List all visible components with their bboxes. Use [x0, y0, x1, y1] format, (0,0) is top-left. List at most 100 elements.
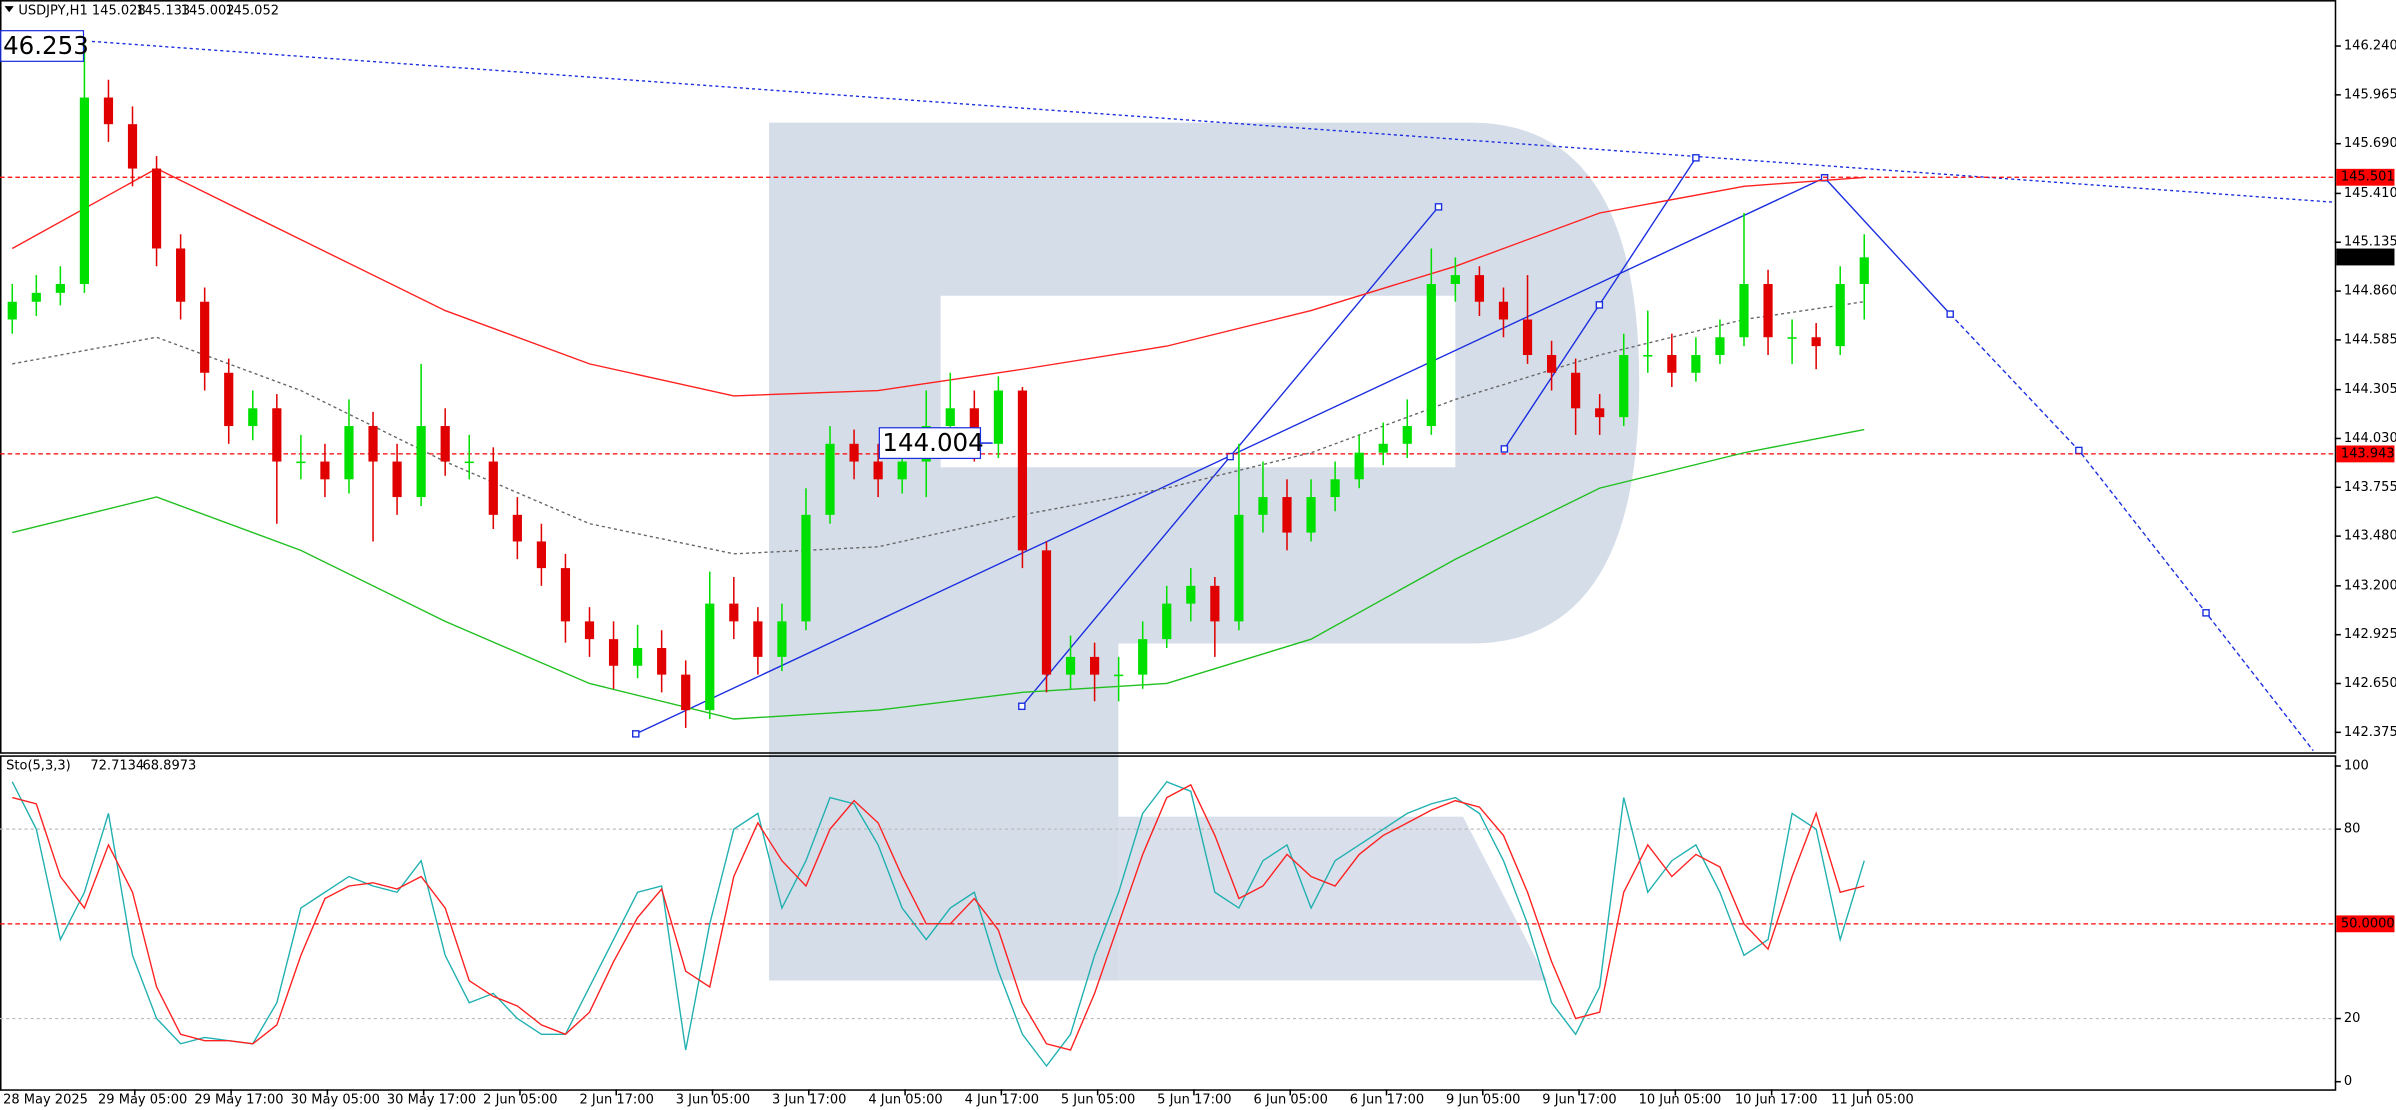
- x-tick-label: 11 Jun 05:00: [1831, 1092, 1914, 1107]
- y-tick-label: 144.030: [2344, 431, 2396, 446]
- candle-body: [1354, 452, 1364, 480]
- annotation-label: 46.253: [3, 31, 89, 60]
- candle-body: [512, 514, 522, 542]
- candle-body: [79, 97, 90, 284]
- candle-body: [464, 461, 474, 464]
- candle-body: [1715, 337, 1725, 356]
- candle-body: [1739, 283, 1749, 338]
- candle-body: [1017, 390, 1028, 551]
- candle-body: [320, 461, 330, 480]
- y-tick-label: 144.860: [2344, 284, 2396, 299]
- stoch-y-tick-label: 0: [2344, 1074, 2352, 1089]
- candle-body: [969, 408, 979, 444]
- annotation-label: 144.004: [882, 428, 983, 457]
- candle-body: [584, 621, 595, 640]
- x-tick-label: 3 Jun 05:00: [676, 1092, 750, 1107]
- moving-average: [12, 428, 1865, 720]
- candle-body: [801, 514, 811, 622]
- main-panel-frame: [0, 0, 2337, 754]
- x-tick-label: 6 Jun 05:00: [1253, 1092, 1327, 1107]
- x-tick-label: 3 Jun 17:00: [772, 1092, 846, 1107]
- candle-body: [608, 639, 619, 666]
- candle-body: [488, 461, 498, 515]
- level-label: 145.501: [2341, 170, 2395, 185]
- candle-body: [1378, 443, 1388, 453]
- candle-body: [1787, 337, 1797, 339]
- annotation-box: [878, 427, 982, 460]
- level-label-box: [2336, 168, 2395, 186]
- y-tick-label: 145.135: [2344, 235, 2396, 250]
- candle-body: [777, 621, 787, 657]
- candle-body: [1114, 674, 1124, 677]
- candle-body: [1450, 275, 1460, 284]
- candle-body: [897, 461, 907, 480]
- candle-body: [1667, 355, 1677, 373]
- level-label: 143.943: [2341, 446, 2395, 461]
- candle-body: [1859, 257, 1869, 284]
- candle-body: [1186, 585, 1196, 604]
- quote-value: 145.133: [136, 3, 190, 18]
- x-tick-label: 10 Jun 05:00: [1639, 1092, 1722, 1107]
- candle-body: [705, 603, 715, 711]
- stoch-reading: 68.8973: [142, 759, 196, 774]
- chart-title: USDJPY,H1: [18, 3, 87, 18]
- x-tick-label: 10 Jun 17:00: [1735, 1092, 1818, 1107]
- candle-body: [1330, 479, 1340, 498]
- candle-body: [849, 443, 859, 462]
- y-tick-label: 145.690: [2344, 136, 2396, 151]
- menu-arrow[interactable]: [4, 6, 14, 13]
- candle-body: [1234, 514, 1244, 622]
- candle-body: [368, 426, 378, 462]
- quote-value: 145.052: [225, 3, 279, 18]
- candle-body: [1065, 656, 1076, 675]
- candle-body: [176, 248, 186, 302]
- stoch-reading: 72.7134: [90, 759, 144, 774]
- candle-body: [1426, 283, 1436, 427]
- candle-body: [1835, 283, 1845, 347]
- candle-body: [1546, 355, 1557, 373]
- stoch-y-tick-label: 80: [2344, 822, 2361, 837]
- y-tick-label: 145.410: [2344, 186, 2396, 201]
- y-tick-label: 143.755: [2344, 480, 2396, 495]
- x-tick-label: 4 Jun 17:00: [965, 1092, 1039, 1107]
- candle-body: [272, 408, 282, 462]
- candle-body: [825, 443, 835, 515]
- candle-body: [1498, 301, 1509, 320]
- candle-body: [1522, 319, 1533, 356]
- candle-body: [416, 426, 426, 498]
- candle-body: [1282, 497, 1292, 533]
- x-tick-label: 29 May 17:00: [194, 1092, 283, 1107]
- x-tick-label: 28 May 2025: [3, 1092, 88, 1107]
- candle-body: [55, 283, 65, 293]
- y-tick-label: 143.200: [2344, 578, 2396, 593]
- watermark: [769, 122, 1640, 981]
- candle-body: [1306, 497, 1316, 533]
- stoch-level-box: [2336, 915, 2395, 933]
- candle-body: [103, 97, 114, 125]
- candle-body: [151, 168, 162, 249]
- moving-average: [12, 301, 1865, 555]
- x-tick-label: 6 Jun 17:00: [1350, 1092, 1424, 1107]
- x-tick-label: 9 Jun 17:00: [1542, 1092, 1616, 1107]
- quote-value: 145.028: [92, 3, 146, 18]
- candle-body: [560, 568, 571, 622]
- candle-body: [1089, 656, 1100, 675]
- candle-body: [1763, 283, 1773, 338]
- y-tick-label: 146.240: [2344, 39, 2396, 54]
- candle-body: [296, 461, 306, 464]
- candle-body: [1138, 639, 1148, 675]
- candle-body: [993, 390, 1003, 444]
- y-tick-label: 144.585: [2344, 332, 2396, 347]
- x-tick-label: 5 Jun 17:00: [1157, 1092, 1231, 1107]
- candle-body: [945, 408, 955, 427]
- y-tick-label: 145.965: [2344, 87, 2396, 102]
- candle-body: [248, 408, 258, 427]
- candle-body: [729, 603, 739, 622]
- candle-body: [1571, 372, 1581, 409]
- candle-body: [127, 124, 138, 169]
- candle-body: [873, 461, 883, 480]
- x-tick-label: 30 May 05:00: [291, 1092, 380, 1107]
- candle-body: [200, 301, 210, 373]
